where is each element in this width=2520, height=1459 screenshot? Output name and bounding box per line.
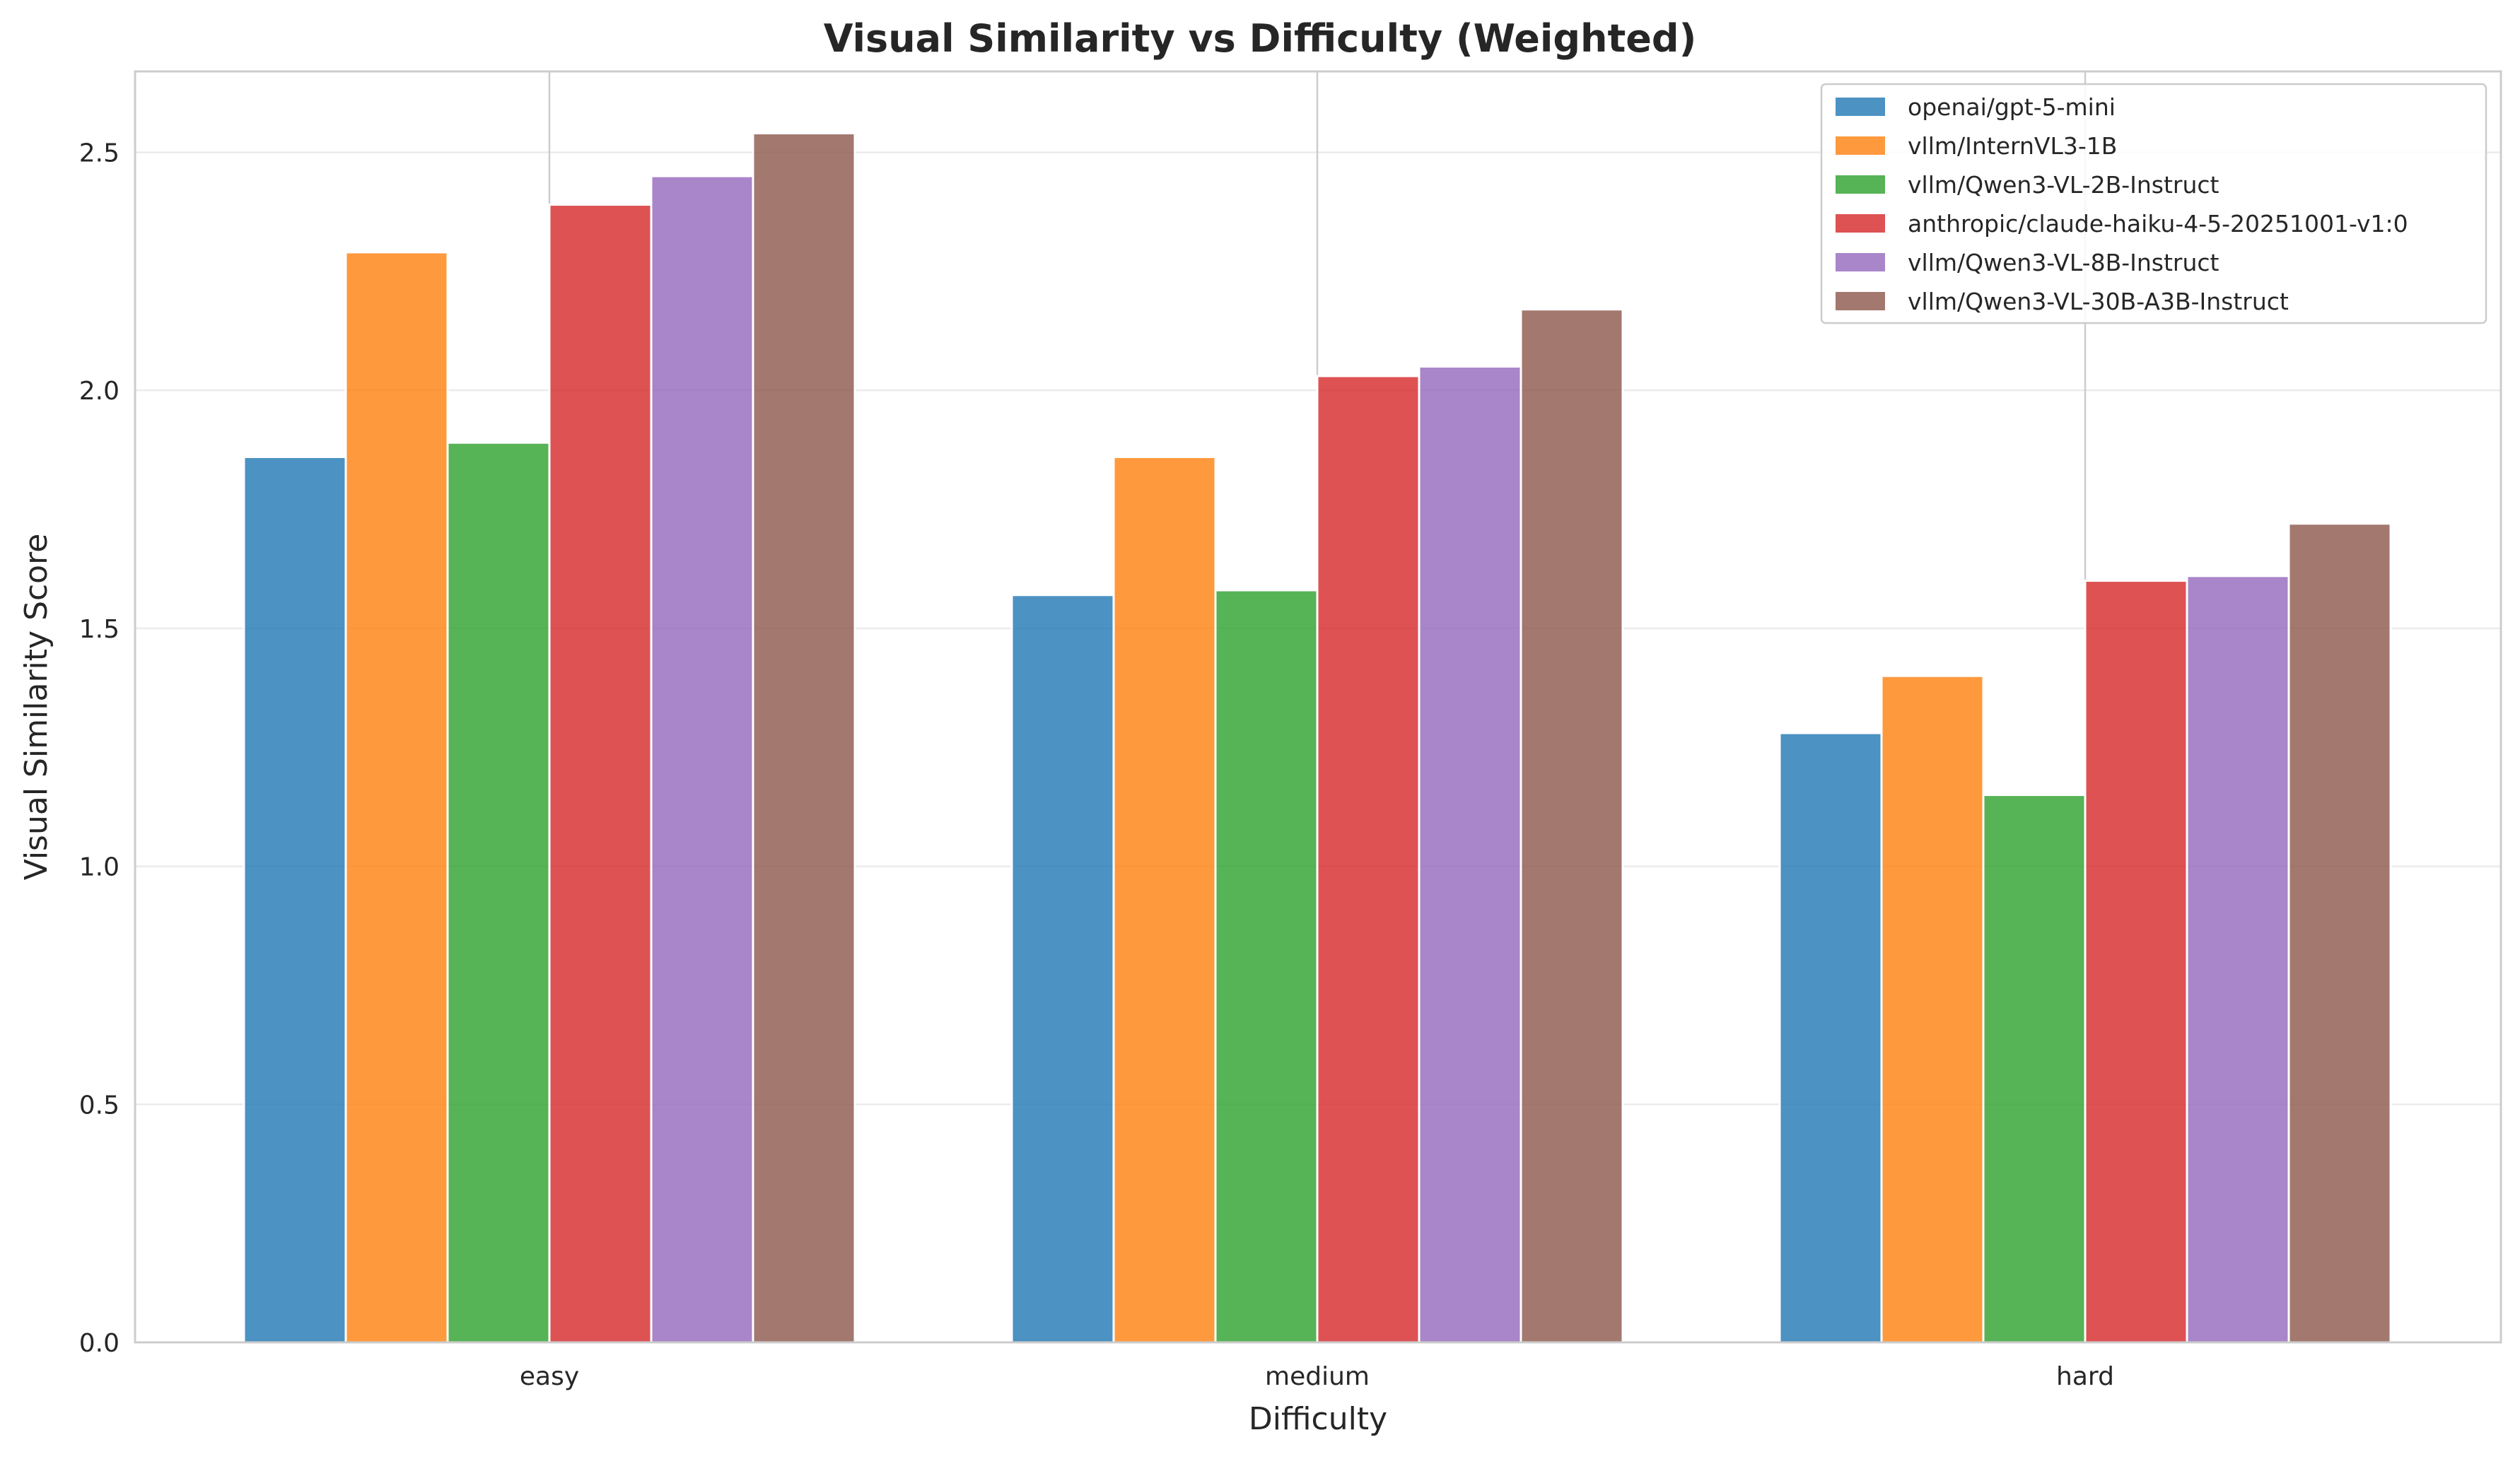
bar-hard-series-3: [2084, 580, 2188, 1344]
legend-label: anthropic/claude-haiku-4-5-20251001-v1:0: [1908, 210, 2408, 238]
x-axis-label: Difficulty: [1249, 1401, 1387, 1437]
bar-easy-series-0: [243, 455, 347, 1344]
bar-easy-series-3: [548, 204, 653, 1344]
x-tick-label-easy: easy: [520, 1362, 579, 1391]
bar-medium-series-1: [1112, 455, 1217, 1344]
bar-medium-series-5: [1519, 308, 1624, 1344]
y-tick-label: 1.0: [79, 853, 119, 882]
legend-label: vllm/Qwen3-VL-2B-Instruct: [1908, 171, 2219, 199]
legend: openai/gpt-5-mini vllm/InternVL3-1B vllm/Q…: [1820, 83, 2487, 324]
bar-easy-series-4: [650, 175, 754, 1344]
y-tick-label: 0.0: [79, 1329, 119, 1358]
legend-frame: [1820, 83, 2487, 324]
bar-hard-series-0: [1778, 732, 1883, 1344]
legend-label: vllm/InternVL3-1B: [1908, 132, 2117, 160]
bar-hard-series-1: [1880, 674, 1985, 1344]
bar-medium-series-2: [1214, 589, 1319, 1344]
legend-label: openai/gpt-5-mini: [1908, 93, 2116, 121]
y-tick-label: 2.0: [79, 377, 119, 406]
bar-easy-series-2: [446, 441, 551, 1344]
legend-swatch: [1836, 136, 1885, 155]
bar-medium-series-0: [1010, 594, 1115, 1344]
bar-hard-series-2: [1982, 794, 2087, 1344]
bar-hard-series-4: [2186, 575, 2290, 1344]
bar-medium-series-4: [1418, 365, 1522, 1344]
bar-easy-series-1: [344, 251, 449, 1344]
y-tick-label: 2.5: [79, 139, 119, 168]
legend-swatch: [1836, 214, 1885, 233]
y-axis-label: Visual Similarity Score: [18, 534, 54, 881]
x-tick-label-medium: medium: [1265, 1362, 1370, 1391]
legend-swatch: [1836, 175, 1885, 194]
chart-title: Visual Similarity vs Difficulty (Weighte…: [824, 16, 1697, 61]
x-tick-label-hard: hard: [2056, 1362, 2114, 1391]
legend-swatch: [1836, 292, 1885, 310]
legend-swatch: [1836, 98, 1885, 116]
legend-label: vllm/Qwen3-VL-30B-A3B-Instruct: [1908, 288, 2289, 315]
legend-swatch: [1836, 253, 1885, 271]
bar-easy-series-5: [752, 132, 856, 1344]
bar-hard-series-5: [2287, 522, 2392, 1344]
bar-medium-series-3: [1316, 375, 1421, 1344]
y-tick-label: 1.5: [79, 615, 119, 644]
plot-frame: [134, 70, 2502, 1344]
legend-label: vllm/Qwen3-VL-8B-Instruct: [1908, 249, 2219, 276]
y-tick-label: 0.5: [79, 1091, 119, 1120]
